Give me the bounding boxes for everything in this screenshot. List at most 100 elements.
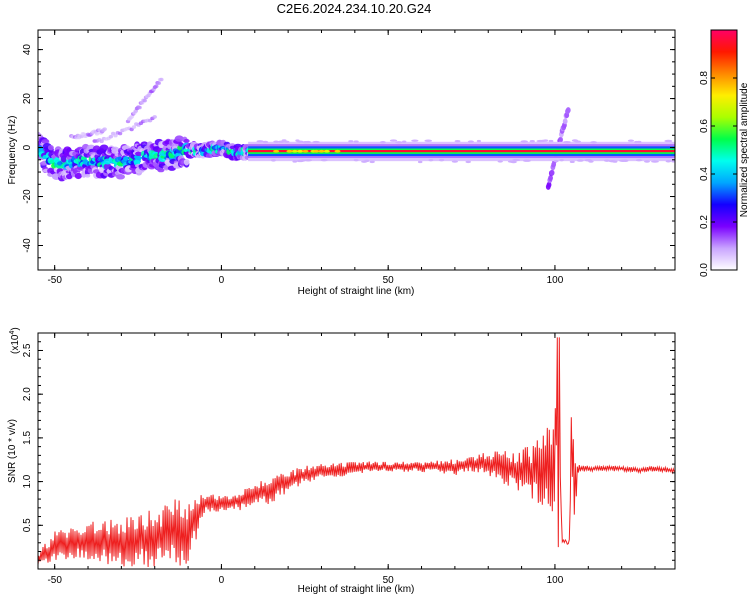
spectrogram-x-label: Height of straight line (km) — [298, 286, 415, 297]
spectrogram-cell — [402, 140, 407, 143]
colorbar-label: Normalized spectral amplitude — [739, 82, 750, 217]
spectrogram-x-tick-label: 50 — [383, 275, 395, 286]
spectrogram-cell — [74, 172, 82, 179]
snr-x-ticks: -50 0 50 100 — [47, 333, 656, 586]
spectrogram-cell — [318, 149, 325, 153]
spectrogram-cell — [451, 160, 458, 163]
spectrogram-cell — [671, 160, 675, 163]
spectrogram-cell — [292, 160, 298, 163]
spectrogram-cell — [520, 140, 528, 143]
snr-scale-label: (x104) — [9, 327, 21, 354]
colorbar-tick-label: 0.0 — [699, 263, 710, 277]
spectrogram-cell — [590, 141, 598, 144]
spectrogram-y-tick-label: 40 — [22, 44, 33, 56]
spectrogram-cell — [476, 139, 481, 143]
colorbar-ticks: 0.0 0.2 0.4 0.6 0.8 — [699, 71, 737, 277]
spectrogram-cell — [256, 140, 264, 143]
spectrogram-cell — [559, 158, 564, 162]
spectrogram-cell — [497, 160, 503, 163]
spectrogram-cell — [183, 138, 190, 144]
spectrogram-cell — [113, 133, 118, 138]
colorbar-tick-label: 0.6 — [699, 119, 710, 133]
spectrogram-cell — [291, 149, 298, 153]
spectrogram-band — [248, 156, 675, 159]
spectrogram-cell — [428, 158, 434, 162]
snr-line — [38, 337, 675, 568]
spectrogram-frame — [37, 29, 676, 271]
spectrogram-cell — [562, 118, 568, 125]
spectrogram-cell — [94, 131, 100, 136]
spectrogram-band — [248, 148, 675, 151]
spectrogram-cell — [636, 140, 642, 144]
spectrogram-cell — [411, 139, 419, 142]
spectrogram-cell — [622, 159, 629, 162]
snr-panel: -50 0 50 100 0.5 1.0 1.5 2.0 2.5 Height of stra… — [7, 327, 676, 595]
spectrogram-cell — [320, 158, 328, 162]
spectrogram-cell — [156, 81, 162, 85]
spectrogram-x-tick-label: 0 — [219, 275, 225, 286]
spectrogram-cell — [438, 158, 445, 162]
spectrogram-band — [248, 157, 675, 162]
spectrogram-cell — [548, 175, 553, 182]
spectrogram-heatmap — [38, 77, 675, 190]
spectrogram-cell — [576, 159, 584, 162]
spectrogram-cell — [635, 158, 643, 162]
spectrogram-cell — [364, 159, 370, 163]
spectrogram-cell — [553, 159, 559, 163]
spectrogram-cell — [543, 139, 549, 142]
spectrogram-cell — [522, 159, 531, 162]
spectrogram-cell — [389, 139, 398, 142]
snr-x-tick-label: 50 — [383, 575, 395, 586]
spectrogram-cell — [142, 98, 147, 103]
spectrogram-cell — [323, 149, 330, 153]
spectrogram-cell — [183, 159, 190, 166]
spectrogram-cell — [603, 159, 611, 162]
spectrogram-cell — [135, 151, 143, 157]
spectrogram-cell — [424, 139, 432, 142]
spectrogram-cell — [41, 138, 50, 144]
spectrogram-cell — [454, 139, 461, 143]
spectrogram-band — [248, 144, 675, 147]
snr-x-tick-label: 0 — [219, 575, 225, 586]
figure-title: C2E6.2024.234.10.20.G24 — [277, 1, 432, 16]
spectrogram-cell — [664, 139, 673, 143]
spectrogram-cell — [644, 160, 650, 163]
spectrogram-y-tick-label: 0 — [22, 144, 33, 150]
spectrogram-cell — [174, 135, 184, 142]
spectrogram-cell — [286, 149, 293, 153]
spectrogram-cell — [296, 140, 304, 143]
spectrogram-cell — [284, 140, 290, 144]
spectrogram-cell — [157, 168, 165, 173]
spectrogram-cell — [302, 149, 309, 153]
spectrogram-cell — [299, 159, 306, 162]
spectrogram-cell — [574, 140, 581, 143]
spectrogram-cell — [108, 134, 114, 139]
spectrogram-y-label: Frequency (Hz) — [7, 116, 18, 185]
spectrogram-cell — [379, 141, 386, 144]
snr-y-ticks: 0.5 1.0 1.5 2.0 2.5 — [22, 341, 675, 561]
spectrogram-cell — [137, 105, 142, 110]
colorbar: 0.0 0.2 0.4 0.6 0.8 Normalized spectral ampl… — [699, 29, 750, 277]
spectrogram-cell — [273, 149, 280, 153]
spectrogram-cell — [152, 115, 157, 119]
spectrogram-cell — [313, 149, 320, 153]
spectrogram-y-tick-label: -40 — [22, 238, 33, 253]
snr-scale-close: ) — [10, 327, 21, 330]
spectrogram-cell — [549, 169, 555, 176]
spectrogram-cell — [627, 139, 635, 142]
spectrogram-cell — [131, 125, 137, 129]
spectrogram-cell — [159, 77, 164, 82]
snr-scale-exponent: 4 — [9, 331, 16, 335]
spectrogram-cell — [588, 160, 594, 163]
spectrogram-cell — [510, 160, 517, 164]
spectrogram-cell — [297, 149, 304, 153]
spectrogram-cell — [154, 84, 159, 89]
spectrogram-cell — [110, 146, 120, 152]
spectrogram-cell — [612, 160, 618, 163]
spectrogram-y-tick-label: 20 — [22, 93, 33, 105]
snr-x-tick-label: 100 — [547, 575, 564, 586]
spectrogram-cell — [84, 173, 91, 178]
snr-y-tick-label: 1.5 — [22, 431, 33, 445]
spectrogram-y-ticks: -40 -20 0 20 40 — [22, 36, 675, 271]
spectrogram-band — [248, 152, 675, 155]
